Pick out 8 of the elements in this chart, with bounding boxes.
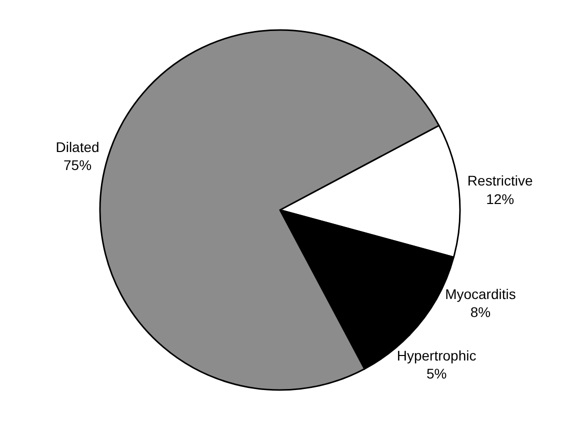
data-label: 8% [470,304,491,320]
slice-label: Hypertrophic [396,348,476,364]
data-label: 5% [426,366,447,382]
slice-label: Dilated [56,138,100,155]
slice-label: Myocarditis [445,286,516,302]
data-label: 75% [64,157,92,174]
slice-label: Restrictive [467,172,533,189]
data-label: 12% [486,190,514,207]
